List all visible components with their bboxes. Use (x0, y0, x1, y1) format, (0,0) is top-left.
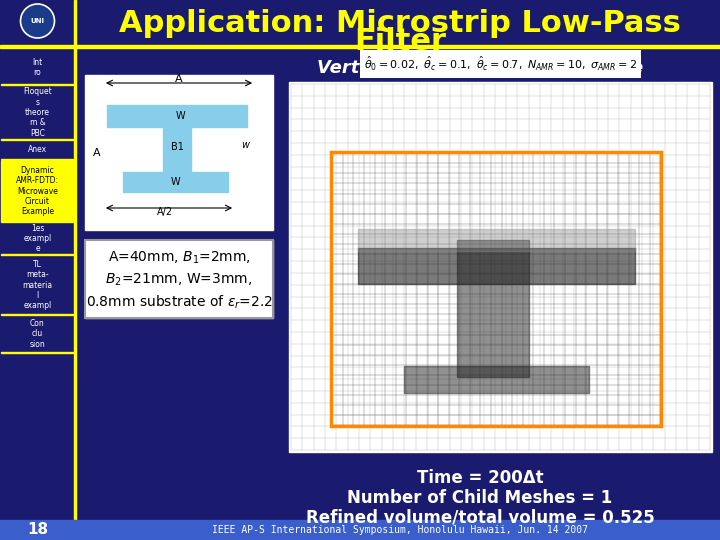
Bar (74, 0, 76, 540)
Bar (0, 0, 75, 540)
Text: Time = 200Δt: Time = 200Δt (417, 469, 544, 487)
Bar (358, 229, 635, 251)
Text: Floquet
s
theore
m &
PBC: Floquet s theore m & PBC (23, 87, 52, 138)
Bar (1, 161, 73, 221)
Circle shape (20, 4, 55, 38)
Bar (123, 172, 228, 192)
Text: Number of Child Meshes = 1: Number of Child Meshes = 1 (347, 489, 613, 507)
Text: Anex: Anex (28, 145, 47, 154)
Bar (1, 221, 73, 222)
Bar (358, 248, 635, 284)
Text: W: W (175, 111, 185, 121)
Bar (1, 159, 73, 160)
Text: A=40mm, $B_1$=2mm,: A=40mm, $B_1$=2mm, (107, 250, 251, 266)
Bar (404, 366, 589, 393)
Bar (0, 520, 720, 540)
Bar (1, 254, 73, 255)
Bar (456, 240, 529, 377)
Bar (1, 84, 73, 85)
Text: $\hat{\theta}_0=0.02,\ \hat{\theta}_c=0.1,\ \hat{\theta}_c=0.7,\ N_{AMR}=10,\ \s: $\hat{\theta}_0=0.02,\ \hat{\theta}_c=0.… (364, 55, 637, 73)
Text: w: w (241, 140, 249, 150)
Bar (1, 352, 73, 353)
Text: Int
ro: Int ro (32, 58, 42, 77)
Text: $B_2$=21mm, W=3mm,: $B_2$=21mm, W=3mm, (105, 272, 253, 288)
Bar (1, 314, 73, 315)
Text: TL
meta-
materia
l
exampl: TL meta- materia l exampl (22, 260, 53, 310)
Text: Filter: Filter (354, 26, 446, 56)
Text: A: A (175, 74, 183, 84)
Text: 1es
exampl
e: 1es exampl e (23, 224, 52, 253)
Bar (0, 45, 720, 48)
Text: Dynamic
AMR-FDTD:
Microwave
Circuit
Example: Dynamic AMR-FDTD: Microwave Circuit Exam… (16, 166, 59, 217)
Text: 18: 18 (27, 523, 48, 537)
Bar (85, 75, 273, 230)
Text: Application: Microstrip Low-Pass: Application: Microstrip Low-Pass (119, 9, 681, 37)
Bar (85, 240, 273, 318)
Text: IEEE AP-S International Symposium, Honolulu Hawaii, Jun. 14 2007: IEEE AP-S International Symposium, Honol… (212, 525, 588, 535)
Text: W: W (170, 177, 180, 187)
Bar (107, 105, 247, 127)
Bar (331, 152, 661, 426)
Text: Vertical electric field magnitude: Vertical electric field magnitude (317, 59, 643, 77)
Text: A/2: A/2 (157, 207, 173, 217)
Text: Con
clu
sion: Con clu sion (30, 319, 45, 349)
Bar (163, 108, 191, 173)
Text: 0.8mm substrate of $\varepsilon_r$=2.2: 0.8mm substrate of $\varepsilon_r$=2.2 (86, 293, 272, 310)
Bar (85, 240, 273, 318)
Text: A: A (93, 148, 101, 158)
Text: B1: B1 (171, 142, 184, 152)
Bar (289, 82, 712, 452)
Text: UNI: UNI (30, 18, 45, 24)
Bar (1, 139, 73, 140)
Text: Refined volume/total volume = 0.525: Refined volume/total volume = 0.525 (305, 509, 654, 527)
